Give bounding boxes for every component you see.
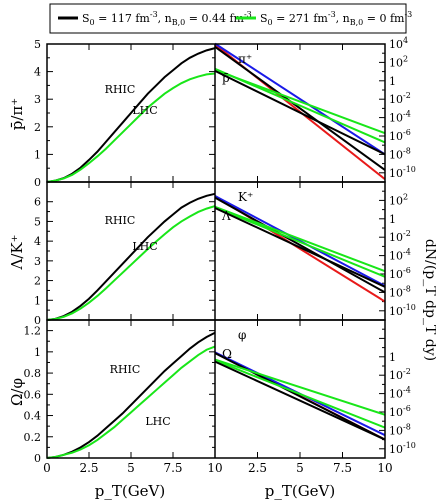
panel-frame <box>46 319 386 459</box>
ratio-annotation: RHIC <box>105 83 136 96</box>
spectrum-annotation: K⁺ <box>238 190 253 204</box>
spectrum-ytick-label: 10-6 <box>389 266 411 281</box>
legend: S0 = 117 fm-3, nB,0 = 0.44 fm-3 S0 = 271… <box>49 3 412 34</box>
ylabel-pbar-pi: p̄/π⁺ <box>8 98 26 130</box>
spectrum-series-4 <box>214 67 386 144</box>
ratio-annotation: RHIC <box>105 214 136 227</box>
spectrum-annotation: φ <box>238 328 246 342</box>
xtick-label: 2.5 <box>248 461 267 475</box>
panel-frame <box>46 43 386 183</box>
ratio-ytick-label: 6 <box>34 196 41 209</box>
ratio-ytick-label: 1 <box>34 346 41 359</box>
spectrum-ytick-label: 10-4 <box>389 248 411 263</box>
panels: 012345RHICLHC104102110-210-410-610-810-1… <box>24 36 416 475</box>
ratio-annotation: LHC <box>145 415 170 428</box>
ylabel-spectrum: dN/(p_T dp_T dy) <box>422 239 436 361</box>
xlabel-left: p_T(GeV) <box>95 482 166 500</box>
ylabel-omega-phi: Ω/φ <box>8 378 26 406</box>
spectrum-ytick-label: 10-6 <box>389 128 411 143</box>
ratio-ytick-label: 0 <box>34 452 41 465</box>
spectrum-ytick-label: 10-2 <box>389 91 411 106</box>
spectrum-series-2 <box>214 45 386 171</box>
legend-entry-0: S0 = 117 fm-3, nB,0 = 0.44 fm-3 <box>82 10 252 27</box>
spectrum-annotation: p̄ <box>222 71 230 85</box>
ratio-ytick-label: 0.4 <box>24 410 42 423</box>
ratio-annotation: RHIC <box>110 363 141 376</box>
xtick-label: 10 <box>377 461 392 475</box>
spectrum-series-2 <box>214 352 386 441</box>
xtick-label: 5 <box>127 461 135 475</box>
ratio-annotation: LHC <box>132 104 157 117</box>
spectrum-ytick-label: 10-8 <box>389 146 411 161</box>
spectrum-ytick-label: 104 <box>389 36 408 51</box>
spectrum-ytick-label: 10-8 <box>389 284 411 299</box>
xtick-label: 7.5 <box>333 461 352 475</box>
spectrum-ytick-label: 10-2 <box>389 367 411 382</box>
ratio-ytick-label: 4 <box>34 66 41 79</box>
ratio-ytick-label: 4 <box>34 235 41 248</box>
ratio-annotation: LHC <box>132 240 157 253</box>
spectrum-annotation: π⁺ <box>238 52 252 66</box>
spectrum-ytick-label: 10-2 <box>389 229 411 244</box>
xtick-label: 10 <box>207 461 222 475</box>
xtick-label: 2.5 <box>79 461 98 475</box>
ratio-ytick-label: 1 <box>34 294 41 307</box>
spectrum-ytick-label: 10-4 <box>389 110 411 125</box>
ratio-series-rhic <box>46 47 216 183</box>
ratio-ytick-label: 5 <box>34 215 41 228</box>
ratio-series-lhc <box>46 345 216 459</box>
spectrum-ytick-label: 10-4 <box>389 386 411 401</box>
spectrum-ytick-label: 1 <box>389 75 396 88</box>
ratio-series-rhic <box>46 192 216 321</box>
ratio-ytick-label: 1 <box>34 148 41 161</box>
legend-frame <box>49 3 407 34</box>
spectrum-annotation: Ω <box>222 347 232 361</box>
spectrum-series-2 <box>214 196 386 294</box>
ratio-ytick-label: 1.2 <box>24 325 42 338</box>
spectrum-ytick-label: 10-10 <box>389 165 416 180</box>
spectrum-series-5 <box>214 207 386 288</box>
ratio-ytick-label: 2 <box>34 275 41 288</box>
spectrum-annotation: Λ <box>221 209 231 223</box>
spectrum-ytick-label: 102 <box>389 192 408 207</box>
ratio-ytick-label: 0 <box>34 314 41 327</box>
ratio-ytick-label: 3 <box>34 255 41 268</box>
ratio-ytick-label: 0.2 <box>24 431 42 444</box>
legend-entry-1: S0 = 271 fm-3, nB,0 = 0 fm-3 <box>260 10 412 27</box>
spectrum-series-3 <box>214 205 386 273</box>
spectrum-series-4 <box>214 359 386 429</box>
xtick-label: 0 <box>43 461 51 475</box>
ratio-ytick-label: 2 <box>34 121 41 134</box>
xtick-label: 5 <box>296 461 304 475</box>
xlabel-right: p_T(GeV) <box>265 482 336 500</box>
ratio-series-rhic <box>46 331 216 459</box>
ratio-ytick-label: 0 <box>34 176 41 189</box>
ratio-ytick-label: 5 <box>34 38 41 51</box>
ratio-ytick-label: 0.6 <box>24 388 42 401</box>
ylabel-lambda-k: Λ/K⁺ <box>8 234 26 270</box>
spectrum-series-3 <box>214 358 386 416</box>
spectrum-series-5 <box>214 69 386 156</box>
spectrum-series-4 <box>214 206 386 278</box>
ratio-series-lhc <box>46 72 216 183</box>
ratio-ytick-label: 0.8 <box>24 367 42 380</box>
spectrum-ytick-label: 1 <box>389 213 396 226</box>
ratio-ytick-label: 3 <box>34 93 41 106</box>
spectrum-ytick-label: 1 <box>389 351 396 364</box>
spectrum-ytick-label: 10-10 <box>389 441 416 456</box>
spectrum-ytick-label: 10-8 <box>389 422 411 437</box>
ratio-series-lhc <box>46 205 216 321</box>
spectrum-ytick-label: 10-6 <box>389 404 411 419</box>
spectrum-ytick-label: 10-10 <box>389 303 416 318</box>
spectrum-ytick-label: 102 <box>389 54 408 69</box>
spectrum-series-1 <box>214 42 386 156</box>
spectrum-series-5 <box>214 360 386 441</box>
xtick-label: 7.5 <box>163 461 182 475</box>
